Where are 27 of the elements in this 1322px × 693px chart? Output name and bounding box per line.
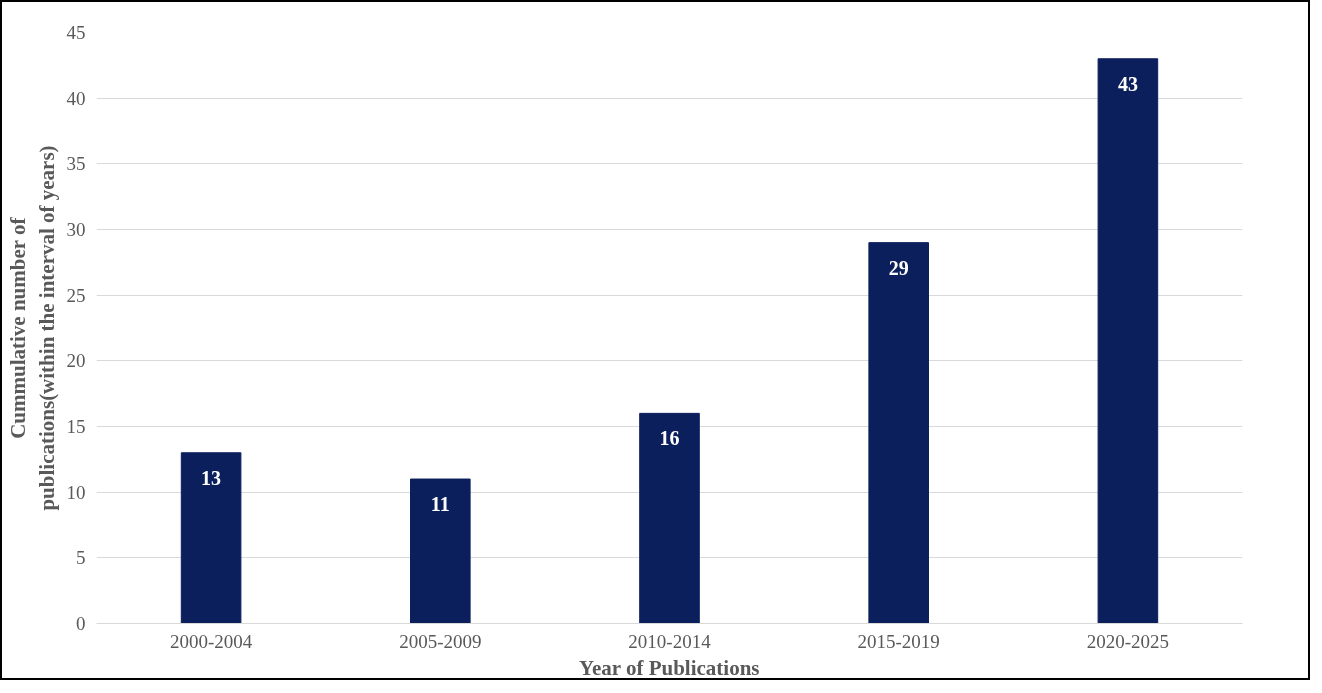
y-axis-title: Cummulative number of publications(within the interval of years) bbox=[5, 145, 59, 511]
y-tick-label: 20 bbox=[66, 350, 86, 372]
y-tick-label: 5 bbox=[76, 547, 86, 569]
y-tick-label: 30 bbox=[66, 219, 86, 240]
y-tick-label: 15 bbox=[66, 416, 86, 437]
data-label: 13 bbox=[201, 466, 222, 489]
data-label: 29 bbox=[888, 256, 909, 279]
y-tick-label: 45 bbox=[66, 22, 86, 43]
x-tick-label: 2000-2004 bbox=[169, 630, 253, 652]
x-tick-label: 2005-2009 bbox=[399, 630, 482, 652]
x-tick-label: 2015-2019 bbox=[857, 630, 940, 652]
x-tick-label: 2010-2014 bbox=[628, 630, 712, 652]
bar bbox=[639, 412, 700, 624]
y-tick-label: 0 bbox=[76, 613, 86, 634]
y-tick-label: 25 bbox=[66, 284, 86, 306]
bar bbox=[180, 452, 242, 624]
bar bbox=[410, 478, 471, 624]
x-tick-label: 2020-2025 bbox=[1086, 630, 1170, 652]
data-label: 11 bbox=[430, 493, 450, 516]
y-tick-label: 10 bbox=[66, 481, 86, 503]
y-tick-label: 35 bbox=[66, 153, 86, 175]
data-label: 16 bbox=[659, 427, 680, 450]
bar bbox=[868, 242, 929, 624]
bar bbox=[1097, 58, 1159, 624]
x-axis-title: Year of Publications bbox=[579, 655, 760, 680]
data-label: 43 bbox=[1117, 72, 1138, 95]
y-tick-label: 40 bbox=[66, 87, 86, 109]
